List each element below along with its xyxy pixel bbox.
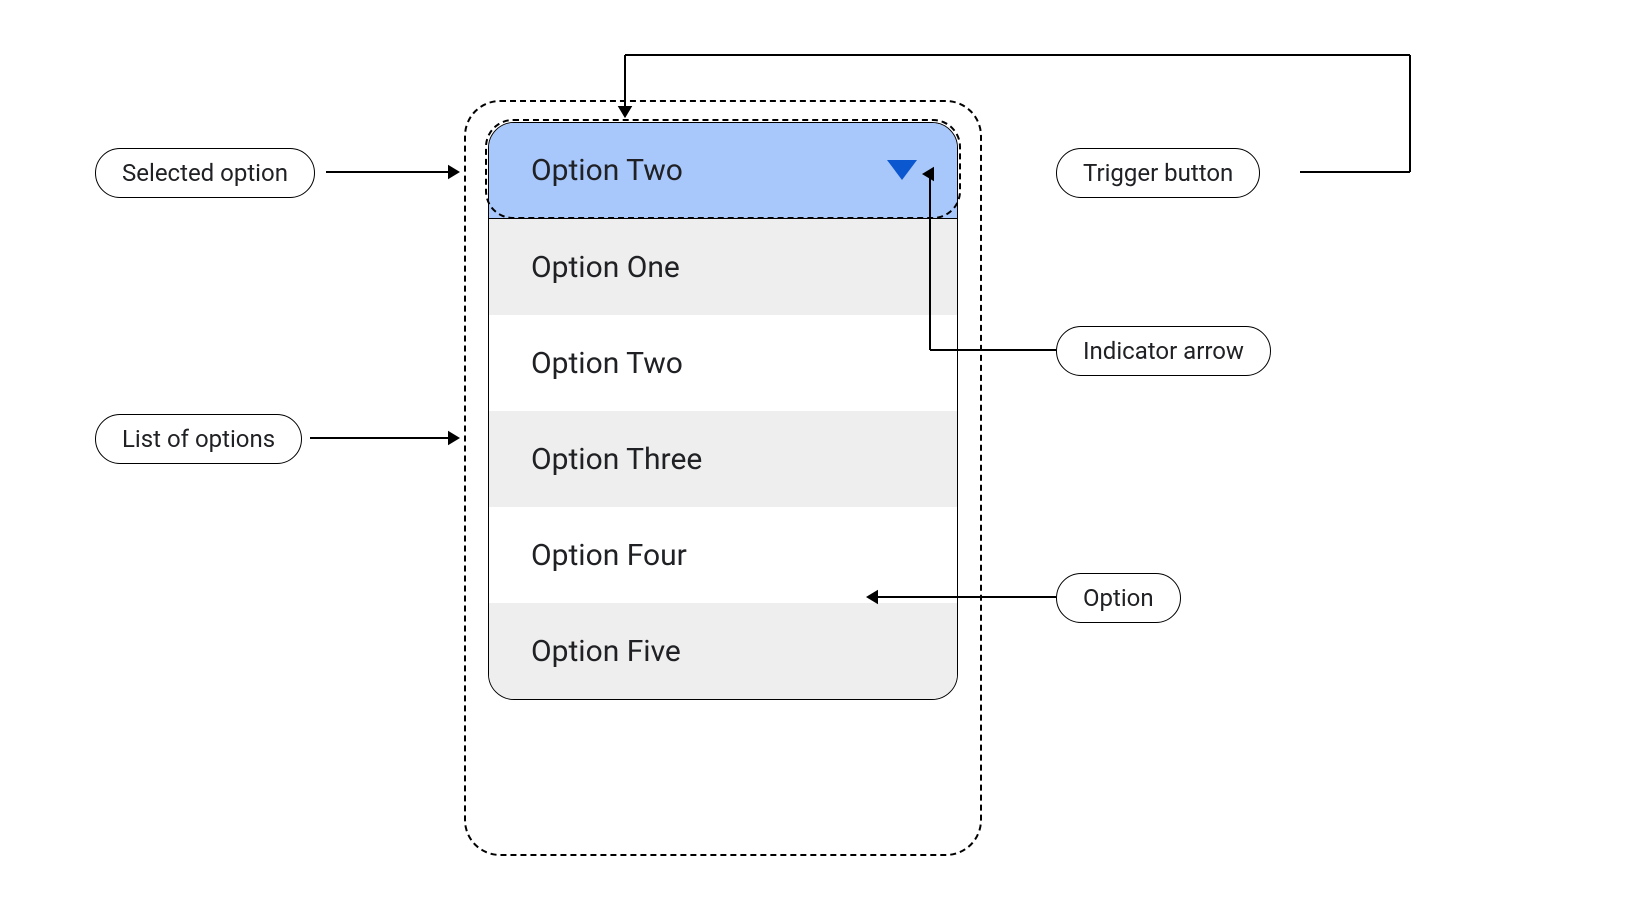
options-list: Option One Option Two Option Three Option F… (489, 219, 957, 699)
annotation-label: Selected option (122, 159, 288, 187)
annotation-list-of-options: List of options (95, 414, 302, 464)
option-label: Option Two (531, 346, 683, 381)
annotation-trigger-button: Trigger button (1056, 148, 1260, 198)
diagram-stage: Selected option List of options Trigger … (0, 0, 1650, 924)
option-item[interactable]: Option One (489, 219, 957, 315)
annotation-label: Option (1083, 584, 1154, 612)
annotation-label: Trigger button (1083, 159, 1233, 187)
annotation-selected-option: Selected option (95, 148, 315, 198)
annotation-label: Indicator arrow (1083, 337, 1244, 365)
option-label: Option One (531, 250, 680, 285)
option-label: Option Four (531, 538, 687, 573)
option-item[interactable]: Option Three (489, 411, 957, 507)
annotation-label: List of options (122, 425, 275, 453)
option-label: Option Three (531, 442, 702, 477)
option-item[interactable]: Option Two (489, 315, 957, 411)
outline-trigger (485, 119, 961, 219)
option-label: Option Five (531, 634, 681, 669)
annotation-indicator-arrow: Indicator arrow (1056, 326, 1271, 376)
option-item[interactable]: Option Four (489, 507, 957, 603)
option-item[interactable]: Option Five (489, 603, 957, 699)
annotation-option: Option (1056, 573, 1181, 623)
